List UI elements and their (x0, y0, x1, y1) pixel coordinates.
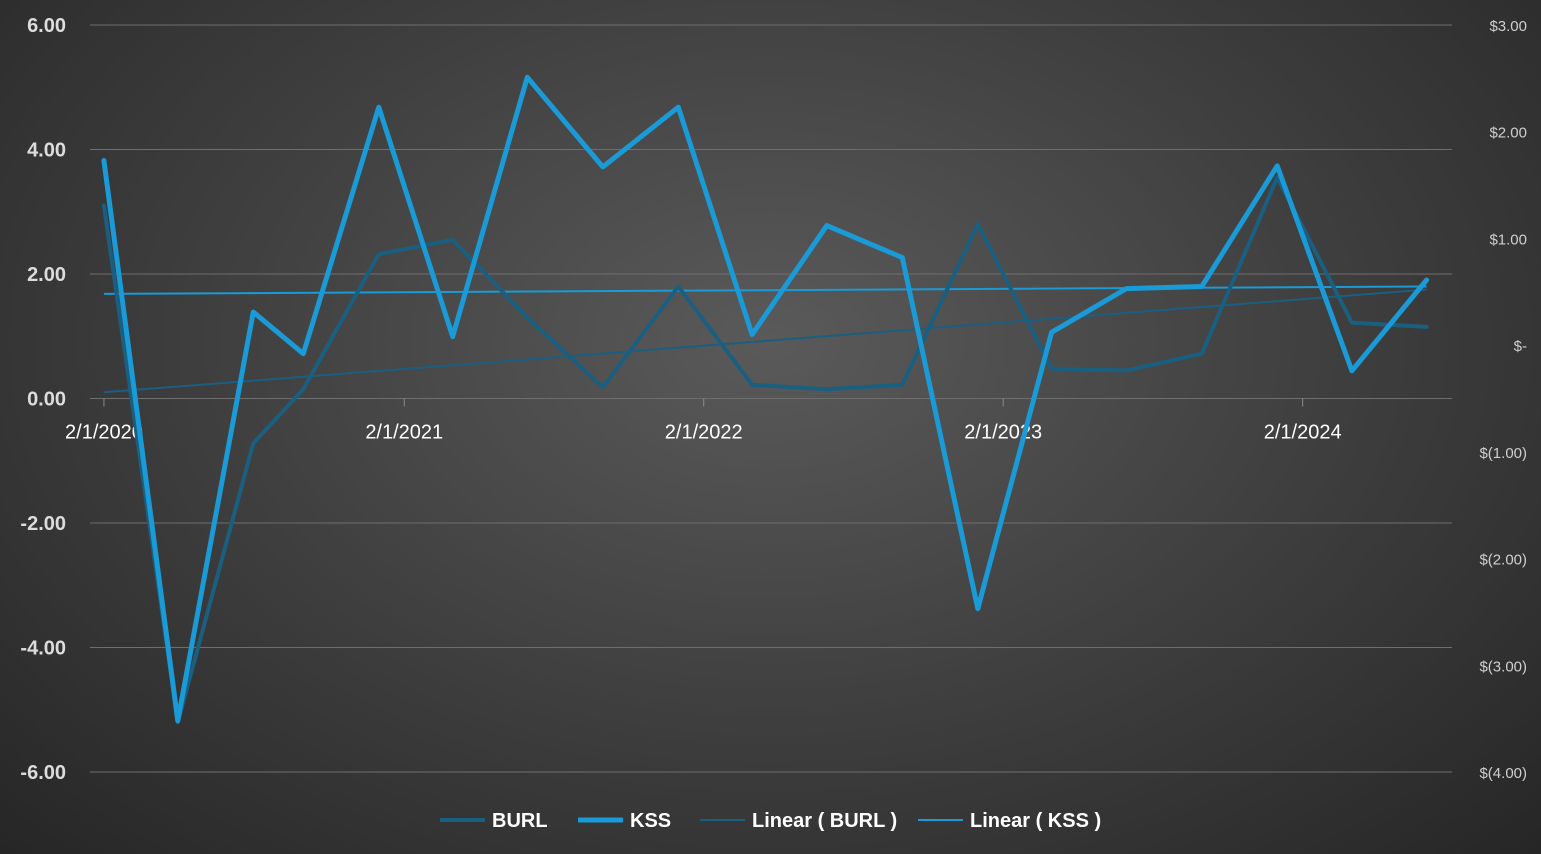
x-tick-label: 2/1/2024 (1264, 422, 1342, 444)
trendline (103, 288, 1427, 394)
series-line-kss (101, 74, 1430, 724)
y-tick-label-left: 0.00 (27, 389, 66, 411)
y-tick-label-right: $(3.00) (1479, 658, 1527, 675)
y-tick-label-right: $2.00 (1489, 125, 1527, 142)
y-tick-label-left: 6.00 (27, 15, 66, 37)
legend-label: Linear ( BURL ) (752, 810, 897, 832)
legend-label: KSS (630, 810, 671, 832)
y-tick-label-right: $(4.00) (1479, 765, 1527, 782)
x-tick-label: 2/1/2020 (65, 422, 143, 444)
y-tick-label-right: $- (1514, 338, 1527, 355)
y-tick-label-right: $1.00 (1489, 231, 1527, 248)
y-tick-label-right: $3.00 (1489, 18, 1527, 35)
x-tick-label: 2/1/2022 (665, 422, 743, 444)
series-line-burl (101, 175, 1429, 725)
legend-label: Linear ( KSS ) (970, 810, 1101, 832)
legend: BURL KSS Linear ( BURL ) Linear ( KSS ) (440, 810, 1101, 832)
gridlines (90, 24, 1452, 773)
trendlines (103, 285, 1427, 394)
x-tick-label: 2/1/2021 (365, 422, 443, 444)
y-tick-label-left: -6.00 (20, 762, 66, 784)
legend-label: BURL (492, 810, 548, 832)
y-tick-label-left: 4.00 (27, 140, 66, 162)
series-lines (101, 74, 1430, 725)
y-tick-label-left: 2.00 (27, 264, 66, 286)
y-tick-label-right: $(1.00) (1479, 445, 1527, 462)
y-axis-left: 6.00 4.00 2.00 0.00 -2.00 -4.00 -6.00 (20, 15, 66, 784)
y-tick-label-left: -4.00 (20, 638, 66, 660)
y-tick-label-left: -2.00 (20, 513, 66, 535)
y-tick-label-right: $(2.00) (1479, 552, 1527, 569)
x-tick-label: 2/1/2023 (964, 422, 1042, 444)
y-axis-right: $3.00 $2.00 $1.00 $- $(1.00) $(2.00) $(3.00) $(… (1479, 18, 1527, 782)
x-axis: 2/1/2020 2/1/2021 2/1/2022 2/1/2023 2/1/2024 (65, 398, 1342, 444)
